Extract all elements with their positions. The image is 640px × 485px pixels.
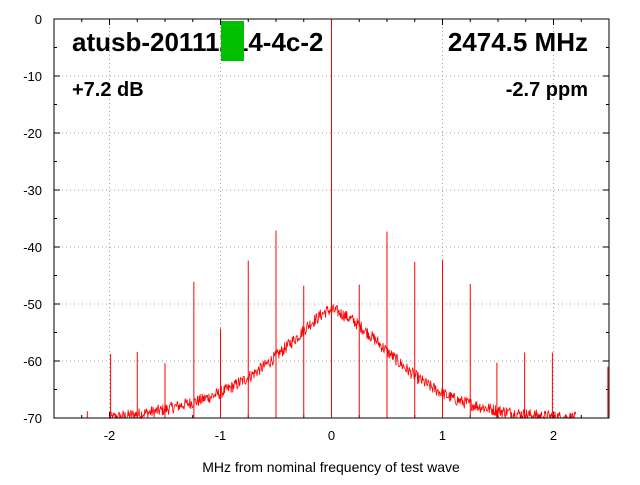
frequency-label: 2474.5 MHz xyxy=(448,27,588,57)
x-tick-label: -1 xyxy=(215,428,227,443)
x-axis-title: MHz from nominal frequency of test wave xyxy=(202,459,460,475)
chart-title: atusb-20111214-4c-2 xyxy=(72,27,324,57)
y-tick-label: -10 xyxy=(23,69,42,84)
y-tick-label: -60 xyxy=(23,354,42,369)
gain-label: +7.2 dB xyxy=(72,79,144,101)
series-layer xyxy=(86,19,609,420)
y-tick-label: -20 xyxy=(23,126,42,141)
y-tick-label: -40 xyxy=(23,240,42,255)
noise-floor-trace xyxy=(109,304,577,420)
x-tick-label: 2 xyxy=(550,428,557,443)
y-tick-label: 0 xyxy=(35,12,42,27)
x-tick-label: 1 xyxy=(439,428,446,443)
x-tick-label: 0 xyxy=(328,428,335,443)
ppm-label: -2.7 ppm xyxy=(506,79,588,101)
plot-frame xyxy=(53,18,610,419)
y-tick-label: -70 xyxy=(23,411,42,426)
x-tick-label: -2 xyxy=(104,428,116,443)
y-tick-label: -50 xyxy=(23,297,42,312)
highlight-marker xyxy=(221,21,244,61)
tick-label-layer: -2 -1 0 1 20-10-20-30-40-50-60-70 xyxy=(23,12,557,443)
y-tick-label: -30 xyxy=(23,183,42,198)
